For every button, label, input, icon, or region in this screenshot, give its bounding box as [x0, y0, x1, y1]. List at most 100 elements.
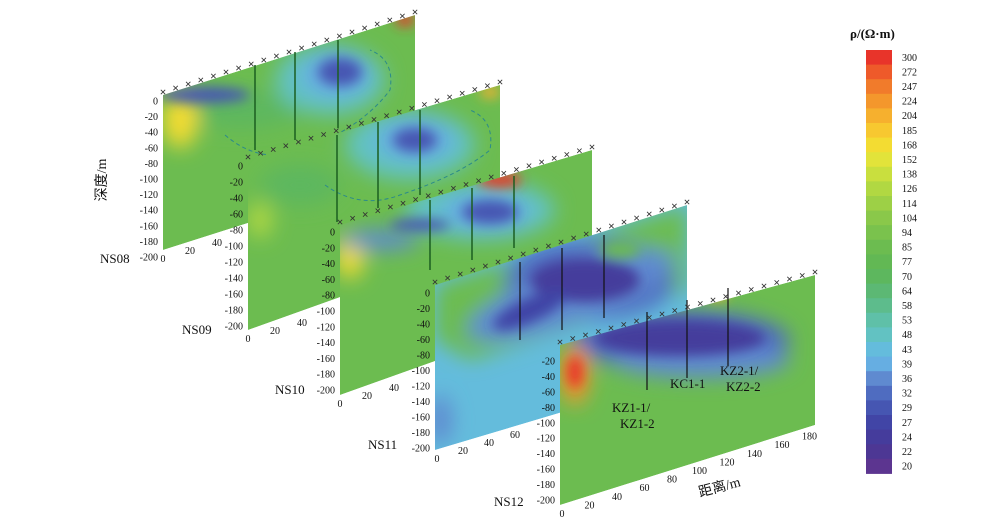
electrode-mark — [261, 57, 267, 63]
electrode-mark — [362, 25, 368, 31]
electrode-mark — [399, 13, 405, 19]
depth-tick-label: -100 — [225, 242, 243, 253]
depth-ticks-ns08: 0 -20 -40 -60 -80 -100 -120 -140 -160 -180 -200 — [140, 97, 158, 264]
depth-tick-label: -160 — [140, 221, 158, 232]
distance-axis-title: 距离/m — [697, 473, 743, 501]
legend-value-label: 53 — [902, 316, 912, 327]
borehole-label-kz1: KZ1-1/ — [612, 400, 651, 415]
electrode-mark — [646, 315, 652, 320]
depth-tick-label: -200 — [225, 322, 243, 333]
depth-tick-label: -80 — [542, 403, 555, 414]
electrode-mark — [273, 53, 279, 59]
borehole-label-kz2-2: KZ2-2 — [726, 379, 761, 394]
electrode-mark — [761, 283, 767, 289]
borehole-label-kz1-2: KZ1-2 — [620, 416, 655, 431]
distance-tick-label: 0 — [560, 509, 565, 520]
electrode-mark — [596, 227, 602, 233]
panel-ns12 — [560, 275, 815, 505]
electrode-mark — [520, 251, 526, 257]
electrode-mark — [459, 90, 465, 96]
legend-value-label: 168 — [902, 140, 917, 151]
legend-value-label: 32 — [902, 389, 912, 400]
panel-label-ns11: NS11 — [368, 437, 397, 452]
legend-value-label: 77 — [902, 257, 912, 268]
electrode-mark — [432, 279, 438, 285]
panel-label-ns12: NS12 — [494, 494, 524, 509]
electrode-mark — [374, 21, 380, 27]
legend-swatch — [866, 342, 892, 358]
legend-swatch — [866, 415, 892, 431]
legend-value-label: 152 — [902, 155, 917, 166]
depth-tick-label: -200 — [537, 496, 555, 507]
depth-tick-label: -60 — [230, 210, 243, 221]
distance-tick-label: 40 — [484, 438, 494, 449]
electrode-mark — [774, 280, 780, 285]
legend-value-label: 39 — [902, 359, 912, 370]
legend-value-label: 138 — [902, 170, 917, 181]
legend-value-label: 48 — [902, 330, 912, 341]
depth-ticks-ns10: 0 -20 -40 -60 -80 -100 -120 -140 -160 -180 -200 — [317, 228, 335, 397]
color-legend: ρ/(Ω·m) 300 272 247 224 204 185 168 152 138 126 11… — [850, 26, 917, 474]
electrode-mark — [387, 204, 393, 210]
depth-tick-label: -20 — [417, 304, 430, 315]
legend-swatch — [866, 444, 892, 460]
electrode-mark — [421, 102, 427, 107]
electrode-mark — [324, 37, 330, 43]
electrode-mark — [223, 69, 229, 75]
depth-tick-label: -180 — [317, 370, 335, 381]
legend-swatch — [866, 400, 892, 416]
borehole-label-kz2: KZ2-1/ — [720, 363, 759, 378]
panel-ns09 — [248, 85, 500, 330]
depth-tick-label: -180 — [140, 237, 158, 248]
legend-swatch — [866, 312, 892, 328]
distance-tick-label: 120 — [720, 457, 735, 468]
depth-tick-label: -80 — [145, 159, 158, 170]
legend-swatches — [866, 50, 892, 474]
electrode-mark — [787, 276, 792, 282]
electrode-mark — [484, 83, 490, 89]
electrode-mark — [684, 199, 690, 205]
electrode-mark — [482, 263, 488, 269]
depth-tick-label: -40 — [417, 320, 430, 331]
electrode-mark — [400, 200, 406, 206]
electrode-mark — [526, 163, 532, 169]
distance-tick-label: 100 — [692, 466, 707, 477]
depth-ticks-ns12: -20 -40 -60 -80 -100 -120 -140 -160 -180 -200 — [537, 357, 555, 507]
legend-swatch — [866, 269, 892, 285]
electrode-mark — [495, 259, 501, 265]
legend-swatch — [866, 123, 892, 139]
depth-tick-label: -60 — [417, 335, 430, 346]
legend-value-label: 85 — [902, 243, 912, 254]
electrode-mark — [634, 318, 639, 324]
electrode-mark — [160, 89, 166, 95]
electrode-mark — [358, 120, 364, 126]
legend-swatch — [866, 50, 892, 66]
legend-value-label: 94 — [902, 228, 912, 239]
depth-tick-label: -200 — [317, 386, 335, 397]
legend-value-label: 185 — [902, 126, 917, 137]
electrode-mark — [748, 287, 754, 292]
legend-labels: 300 272 247 224 204 185 168 152 138 126 114 104 94 85… — [902, 53, 917, 473]
depth-tick-label: -100 — [412, 366, 430, 377]
depth-tick-label: -140 — [225, 274, 243, 285]
distance-tick-label: 180 — [802, 432, 817, 443]
legend-swatch — [866, 254, 892, 270]
depth-tick-label: -120 — [412, 382, 430, 393]
electrode-mark — [463, 182, 469, 187]
depth-tick-label: -140 — [317, 338, 335, 349]
legend-swatch — [866, 283, 892, 299]
electrode-mark — [539, 159, 545, 165]
electrode-mark — [501, 170, 507, 176]
electrode-mark — [299, 45, 305, 51]
electrode-mark — [672, 308, 678, 313]
depth-tick-label: 0 — [238, 162, 243, 173]
legend-value-label: 126 — [902, 184, 917, 195]
electrode-mark — [375, 208, 381, 214]
depth-tick-label: -120 — [225, 258, 243, 269]
depth-tick-label: -20 — [145, 112, 158, 123]
panel-label-ns10: NS10 — [275, 382, 305, 397]
electrode-mark — [570, 336, 576, 341]
electrode-mark — [812, 269, 818, 275]
legend-value-label: 29 — [902, 403, 912, 414]
